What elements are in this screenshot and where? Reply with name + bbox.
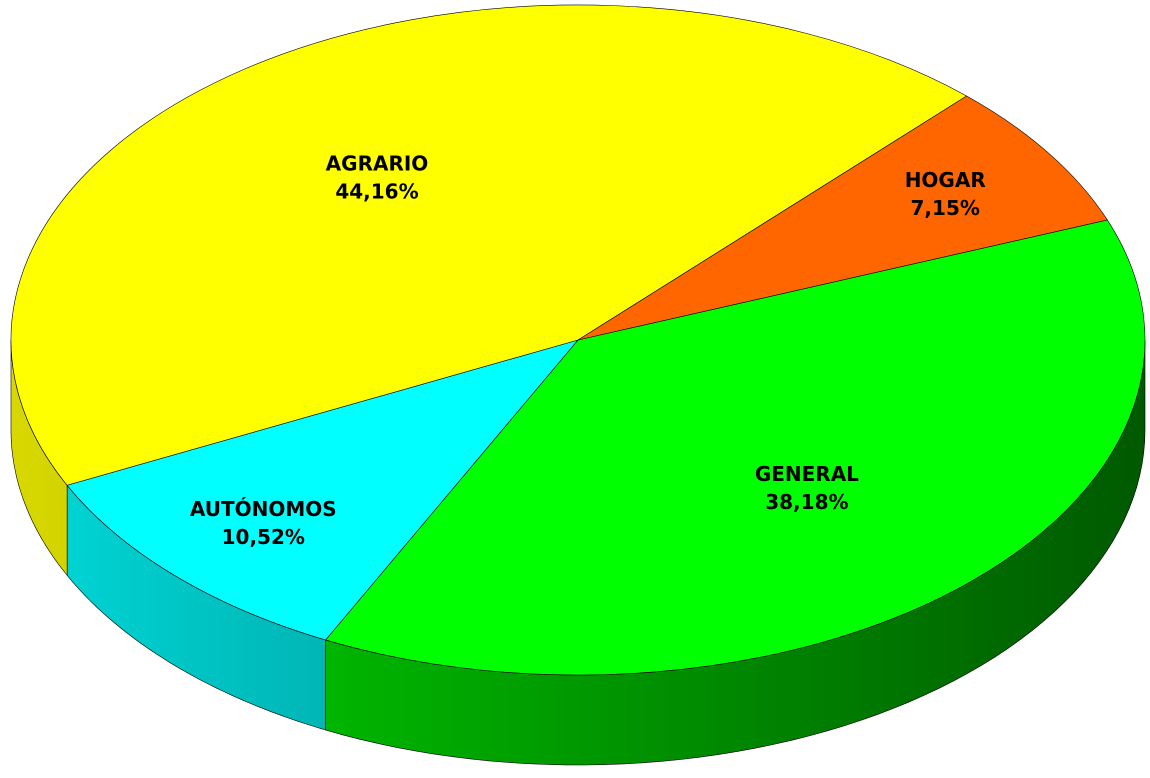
slice-label: GENERAL [755,462,859,486]
slice [66,339,579,641]
slice [10,4,968,486]
slice [577,95,1108,341]
slice-value-label: 44,16% [335,179,418,203]
slice-value-label: 10,52% [222,525,305,549]
slice-label: HOGAR [905,168,986,192]
slice-label: AGRARIO [326,151,429,175]
slice-label: AUTÓNOMOS [190,497,337,521]
slice-value-label: 7,15% [911,196,980,220]
slice [325,219,1146,676]
slice-value-label: 38,18% [765,490,848,514]
